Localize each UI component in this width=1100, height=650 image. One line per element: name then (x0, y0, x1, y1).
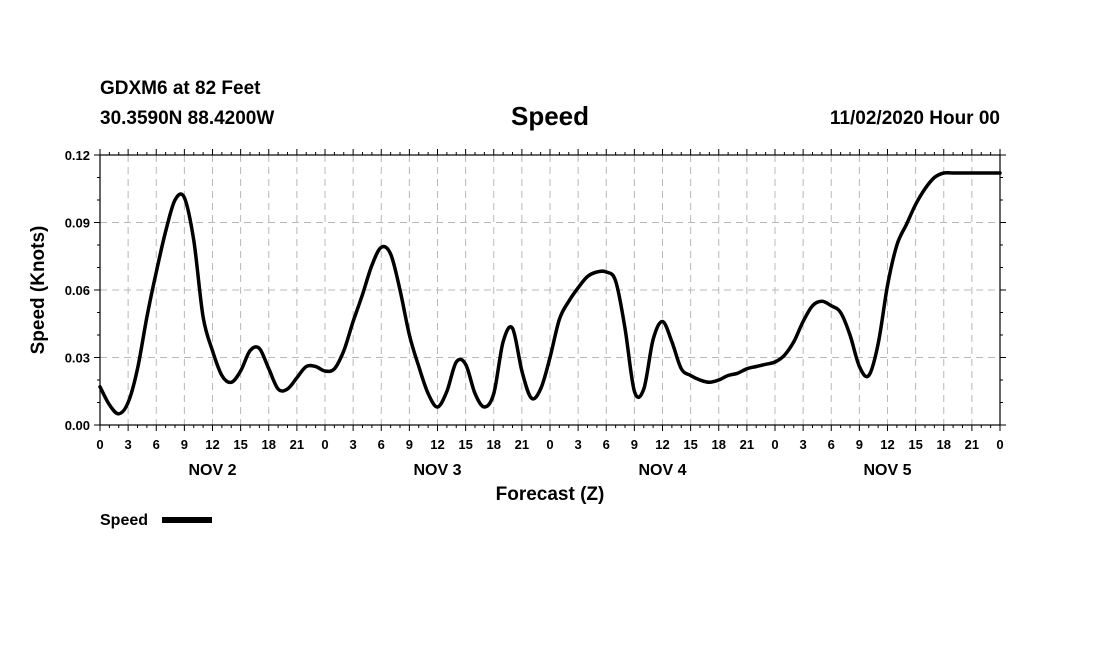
x-tick-label: 9 (181, 437, 188, 452)
speed-series-line (98, 170, 1002, 416)
x-tick-label: 15 (233, 437, 247, 452)
x-tick-label: 15 (908, 437, 922, 452)
x-tick-label: 6 (378, 437, 385, 452)
x-tick-label: 0 (546, 437, 553, 452)
datetime-label: 11/02/2020 Hour 00 (830, 108, 1000, 129)
grid-lines (100, 155, 1000, 425)
day-label: NOV 2 (188, 462, 236, 479)
x-tick-label: 3 (800, 437, 807, 452)
legend-label: Speed (100, 512, 148, 529)
x-tick-label: 0 (771, 437, 778, 452)
chart-title: Speed (511, 101, 589, 131)
x-tick-label: 6 (153, 437, 160, 452)
series-group (98, 170, 1002, 416)
x-tick-label: 3 (125, 437, 132, 452)
x-tick-label: 12 (655, 437, 669, 452)
x-tick-label: 6 (828, 437, 835, 452)
x-tick-label: 21 (290, 437, 304, 452)
x-tick-label: 15 (683, 437, 697, 452)
x-tick-label: 0 (321, 437, 328, 452)
x-tick-label: 18 (937, 437, 951, 452)
x-tick-label: 12 (205, 437, 219, 452)
x-tick-label: 6 (603, 437, 610, 452)
axis-ticks (94, 149, 1006, 431)
x-tick-label: 9 (406, 437, 413, 452)
x-tick-label: 12 (880, 437, 894, 452)
y-tick-label: 0.09 (65, 216, 90, 231)
x-axis-label: Forecast (Z) (496, 484, 605, 505)
x-tick-label: 9 (856, 437, 863, 452)
x-tick-label: 9 (631, 437, 638, 452)
x-tick-label: 15 (458, 437, 472, 452)
y-tick-labels: 0.00 0.03 0.06 0.09 0.12 (65, 148, 90, 433)
y-tick-label: 0.00 (65, 418, 90, 433)
x-tick-label: 0 (996, 437, 1003, 452)
y-tick-label: 0.12 (65, 148, 90, 163)
day-label: NOV 3 (413, 462, 461, 479)
x-tick-label: 3 (575, 437, 582, 452)
y-tick-label: 0.06 (65, 283, 90, 298)
x-tick-label: 18 (487, 437, 501, 452)
day-labels: NOV 2 NOV 3 NOV 4 NOV 5 (188, 462, 911, 479)
x-tick-label: 21 (740, 437, 754, 452)
x-tick-label: 21 (515, 437, 529, 452)
x-tick-label: 21 (965, 437, 979, 452)
y-tick-label: 0.03 (65, 351, 90, 366)
day-label: NOV 4 (638, 462, 686, 479)
x-tick-label: 3 (350, 437, 357, 452)
coords-label: 30.3590N 88.4200W (100, 108, 274, 129)
x-tick-label: 18 (262, 437, 276, 452)
x-tick-label: 0 (96, 437, 103, 452)
station-label: GDXM6 at 82 Feet (100, 78, 261, 99)
day-label: NOV 5 (863, 462, 911, 479)
x-tick-label: 12 (430, 437, 444, 452)
x-tick-labels: 0 3 6 9 12 15 18 21 0 3 6 9 12 15 18 21 0 3 6 9 12 15 18 21 0 3 6 9… (96, 437, 1003, 452)
x-tick-label: 18 (712, 437, 726, 452)
y-axis-label: Speed (Knots) (28, 226, 49, 355)
